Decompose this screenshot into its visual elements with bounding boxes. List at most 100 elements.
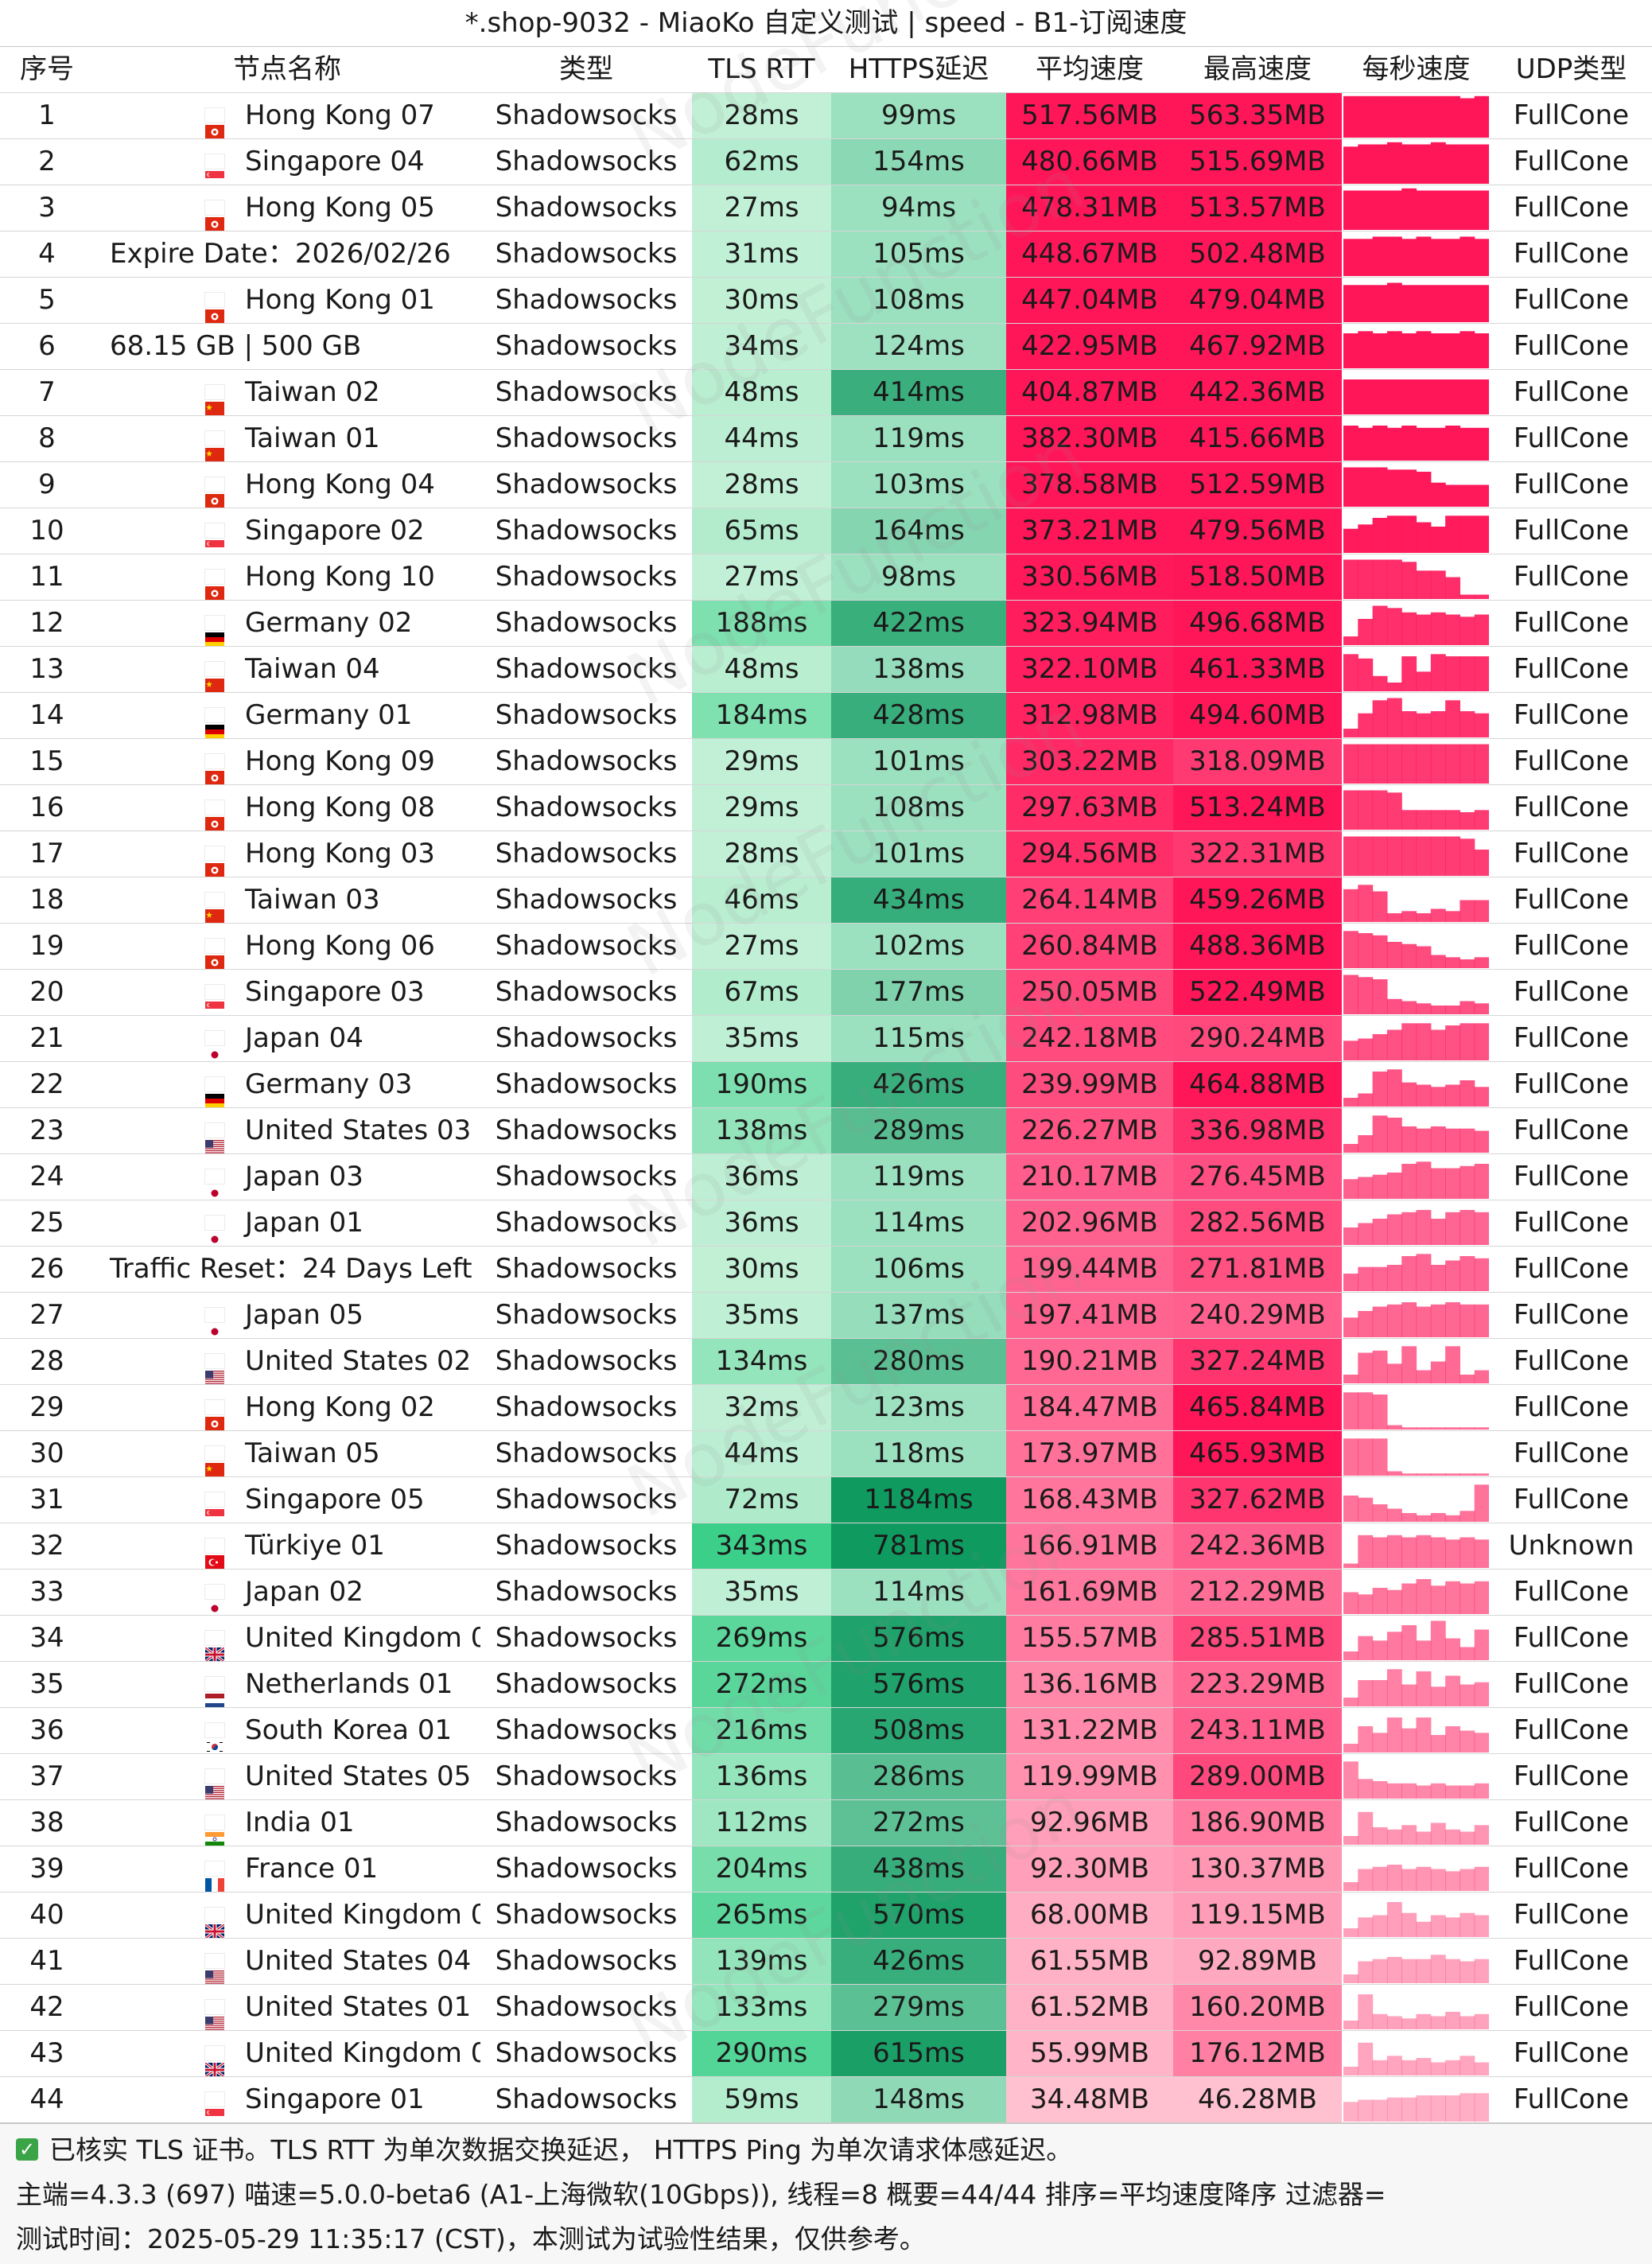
proxy-type: Shadowsocks xyxy=(495,792,678,823)
speed-bar xyxy=(1460,2056,1475,2075)
speed-bar xyxy=(1343,1179,1359,1199)
row-index: 3 xyxy=(38,192,56,224)
speed-bar xyxy=(1386,282,1402,322)
per-second-speed-chart xyxy=(1343,1478,1489,1522)
speed-bar xyxy=(1445,656,1460,691)
per-second-speed-chart xyxy=(1343,325,1489,368)
speed-bar xyxy=(1445,1006,1460,1014)
max-speed: 461.33MB xyxy=(1173,647,1342,692)
speed-bar xyxy=(1474,850,1489,876)
speed-bar xyxy=(1460,1256,1475,1291)
speed-bar xyxy=(1430,285,1446,322)
avg-speed: 92.30MB xyxy=(1006,1846,1173,1892)
speed-bar xyxy=(1445,1427,1460,1430)
footer-note: 已核实 TLS 证书。TLS RTT 为单次数据交换延迟， HTTPS Ping… xyxy=(49,2134,1073,2165)
speed-bar xyxy=(1416,285,1432,322)
speed-bar xyxy=(1430,2062,1446,2075)
per-second-speed-chart xyxy=(1343,1939,1489,1983)
speed-bar xyxy=(1460,1831,1475,1845)
node-name: Hong Kong 04 xyxy=(245,469,435,500)
avg-speed: 161.69MB xyxy=(1006,1570,1173,1615)
udp-type: FullCone xyxy=(1513,745,1630,777)
proxy-type: Shadowsocks xyxy=(495,1253,678,1285)
tls-rtt: 138ms xyxy=(692,1108,831,1153)
speed-bar xyxy=(1386,1829,1402,1845)
speed-bar xyxy=(1430,711,1446,737)
speed-bar xyxy=(1386,1173,1402,1199)
avg-speed: 517.56MB xyxy=(1006,93,1173,138)
https-latency: 94ms xyxy=(831,185,1006,231)
row-index: 16 xyxy=(29,792,64,823)
speed-bar xyxy=(1343,1592,1359,1614)
speed-bar xyxy=(1416,1866,1432,1891)
speed-bar xyxy=(1401,1302,1417,1337)
speed-bar xyxy=(1401,1869,1417,1891)
speed-bar xyxy=(1343,467,1359,507)
tls-rtt: 30ms xyxy=(692,278,831,323)
max-speed: 92.89MB xyxy=(1173,1939,1342,1984)
speed-bar xyxy=(1358,1726,1374,1752)
avg-speed: 480.66MB xyxy=(1006,139,1173,185)
max-speed: 467.92MB xyxy=(1173,324,1342,369)
max-speed: 512.59MB xyxy=(1173,462,1342,508)
speed-bar xyxy=(1445,1302,1460,1337)
https-latency: 101ms xyxy=(831,739,1006,784)
udp-type: FullCone xyxy=(1513,1576,1630,1608)
speed-bar xyxy=(1416,472,1432,507)
tls-rtt: 30ms xyxy=(692,1247,831,1292)
proxy-type: Shadowsocks xyxy=(495,699,678,731)
speed-bar xyxy=(1343,1227,1359,1245)
speed-bar xyxy=(1474,1258,1489,1291)
per-second-speed-chart xyxy=(1343,1340,1489,1383)
per-second-speed-chart xyxy=(1343,1570,1489,1614)
avg-speed: 323.94MB xyxy=(1006,601,1173,646)
node-name: Germany 03 xyxy=(245,1068,413,1100)
speed-bar xyxy=(1474,1539,1489,1568)
speed-bar xyxy=(1358,1311,1374,1337)
avg-speed: 239.99MB xyxy=(1006,1062,1173,1107)
tls-rtt: 204ms xyxy=(692,1846,831,1892)
speed-bar xyxy=(1401,426,1417,461)
tls-rtt: 28ms xyxy=(692,831,831,877)
speed-bar xyxy=(1401,2097,1417,2122)
speed-bar xyxy=(1430,1735,1446,1752)
hong-kong-flag-icon xyxy=(205,200,224,231)
max-speed: 415.66MB xyxy=(1173,416,1342,461)
speed-bar xyxy=(1474,1484,1489,1522)
speed-bar xyxy=(1401,1825,1417,1845)
speed-bar xyxy=(1474,1682,1489,1706)
udp-type: FullCone xyxy=(1513,1161,1630,1192)
speed-bar xyxy=(1343,1928,1359,1937)
speed-bar xyxy=(1358,95,1374,138)
node-name-cell: India 01 xyxy=(94,1800,480,1846)
table-row: 44 Singapore 01 Shadowsocks 59ms 148ms 34.48M… xyxy=(0,2076,1652,2122)
speed-bar xyxy=(1430,1265,1446,1291)
tls-rtt: 44ms xyxy=(692,1431,831,1476)
node-name-cell: Germany 03 xyxy=(94,1062,480,1107)
speed-bar xyxy=(1430,955,1446,968)
speed-bar xyxy=(1372,1504,1388,1522)
row-index: 33 xyxy=(29,1576,64,1608)
speed-bar xyxy=(1460,1165,1475,1199)
speed-bar xyxy=(1358,933,1374,968)
tls-rtt: 265ms xyxy=(692,1893,831,1938)
speed-bar xyxy=(1358,1535,1374,1568)
speed-bar xyxy=(1358,144,1374,184)
proxy-type: Shadowsocks xyxy=(495,1945,678,1977)
udp-type: FullCone xyxy=(1513,699,1630,731)
node-name-cell: Taiwan 03 xyxy=(94,877,480,923)
per-second-speed-chart xyxy=(1343,2078,1489,2122)
speed-bar xyxy=(1386,2056,1402,2075)
speed-bar xyxy=(1386,142,1402,184)
speed-bar xyxy=(1401,515,1417,553)
row-index: 17 xyxy=(29,838,64,869)
avg-speed: 202.96MB xyxy=(1006,1200,1173,1246)
speed-bar xyxy=(1343,190,1359,230)
speed-bar xyxy=(1372,236,1388,276)
node-name-cell: Germany 02 xyxy=(94,601,480,646)
avg-speed: 131.22MB xyxy=(1006,1708,1173,1753)
node-name: Japan 05 xyxy=(245,1299,363,1331)
udp-type: FullCone xyxy=(1513,1899,1630,1931)
speed-bar xyxy=(1358,1917,1374,1937)
proxy-type: Shadowsocks xyxy=(495,930,678,962)
